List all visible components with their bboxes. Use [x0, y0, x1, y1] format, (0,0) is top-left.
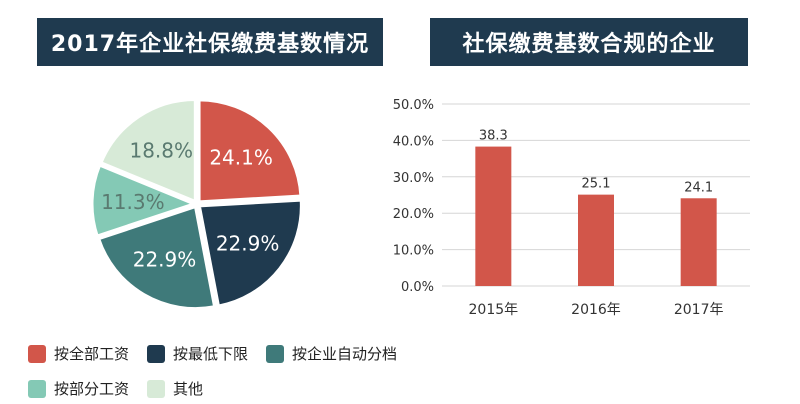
legend-label: 其他: [173, 380, 204, 398]
legend-item: 按最低下限: [147, 343, 248, 364]
pie-chart: 24.1% 22.9% 22.9% 11.3% 18.8%: [90, 98, 303, 311]
bar: [578, 194, 614, 286]
pie-slice: [90, 163, 199, 238]
bar-chart: 0.0% 10.0% 20.0% 30.0% 40.0% 50.0% 38.3 2015年 25…: [393, 98, 750, 318]
bar-value-label: 38.3: [479, 129, 508, 144]
pie-slice: [99, 98, 197, 204]
legend-swatch: [147, 344, 166, 363]
x-tick-label: 2017年: [674, 302, 724, 318]
legend-label: 按部分工资: [54, 380, 130, 398]
pie-slice-label: 24.1%: [209, 145, 273, 169]
bar-value-label: 24.1: [684, 180, 713, 195]
y-tick-label: 10.0%: [393, 244, 434, 259]
legend-label: 按最低下限: [173, 345, 249, 363]
legend-swatch: [147, 379, 166, 398]
pie-slice-label: 18.8%: [129, 139, 193, 163]
bar-value-label: 25.1: [582, 177, 611, 192]
pie-slice-label: 22.9%: [133, 247, 197, 271]
y-tick-label: 30.0%: [393, 171, 434, 186]
pie-slice: [197, 98, 303, 204]
legend-swatch: [28, 344, 46, 363]
pie-slice: [96, 204, 217, 311]
y-tick-label: 20.0%: [393, 207, 434, 222]
legend-swatch: [266, 344, 285, 363]
y-tick-label: 0.0%: [401, 280, 434, 295]
x-tick-label: 2015年: [469, 302, 519, 318]
legend-label: 按全部工资: [54, 345, 130, 363]
bar: [680, 198, 717, 286]
pie-chart-title: 2017年企业社保缴费基数情况: [37, 18, 383, 66]
y-tick-label: 40.0%: [393, 134, 434, 149]
bar: [475, 146, 512, 286]
pie-slice-label: 22.9%: [216, 232, 280, 256]
bar-chart-title: 社保缴费基数合规的企业: [430, 18, 748, 66]
legend-item: 其他: [147, 378, 203, 399]
pie-slice: [197, 198, 303, 308]
pie-legend: 按全部工资 按最低下限 按企业自动分档按部分工资 其他: [28, 343, 418, 399]
legend-item: 按部分工资: [28, 378, 129, 399]
legend-item: 按全部工资: [28, 343, 129, 364]
legend-swatch: [28, 379, 46, 398]
legend-label: 按企业自动分档: [292, 345, 398, 363]
y-tick-label: 50.0%: [393, 98, 434, 113]
pie-slice-label: 11.3%: [101, 190, 165, 214]
x-tick-label: 2016年: [571, 302, 621, 318]
legend-item: 按企业自动分档: [266, 343, 397, 364]
